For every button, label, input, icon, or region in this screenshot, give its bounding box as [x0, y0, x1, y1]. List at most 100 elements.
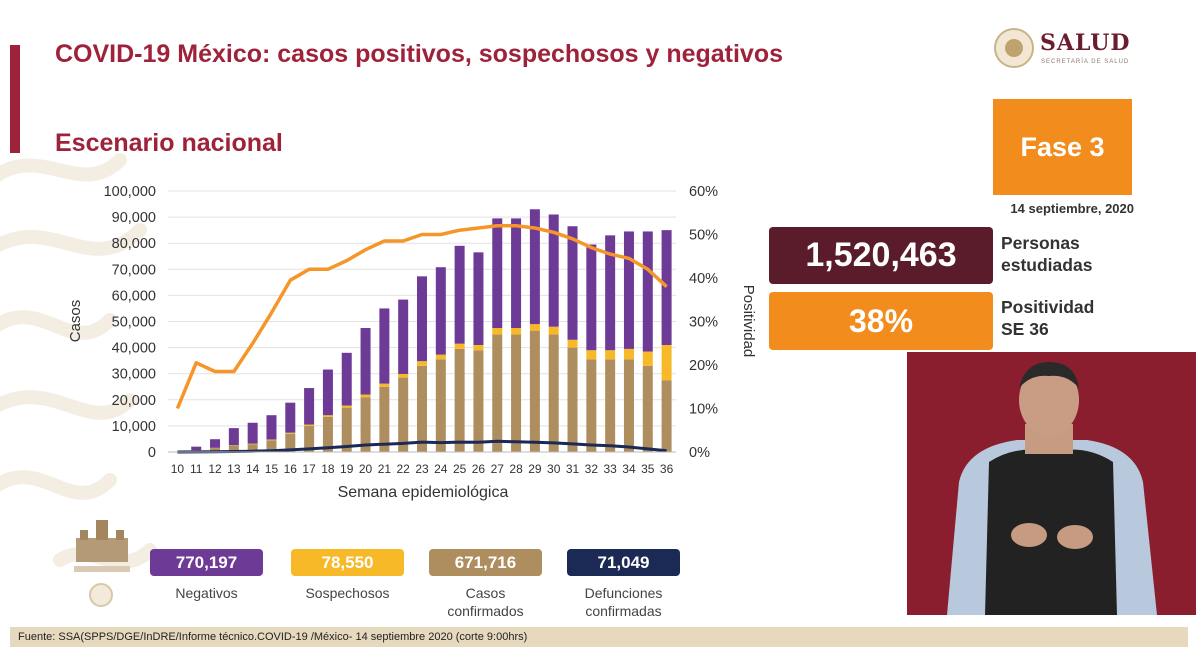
- bar-negativos: [360, 328, 371, 395]
- bar-confirmados: [285, 433, 296, 452]
- x-tick-label: 10: [171, 462, 185, 476]
- phase-badge: Fase 3: [993, 99, 1132, 195]
- studied-label: Personas estudiadas: [1001, 232, 1092, 276]
- bar-sospechosos: [623, 348, 634, 360]
- legend-defunciones-value: 71,049: [567, 549, 680, 576]
- seal-icon: [994, 28, 1034, 68]
- bar-sospechosos: [379, 383, 390, 387]
- x-tick-label: 29: [528, 462, 542, 476]
- building-emblem-icon: [74, 520, 130, 572]
- bar-negativos: [623, 231, 634, 349]
- legend-confirmados-line-2: confirmados: [447, 603, 524, 619]
- legend-sospechosos-value: 78,550: [291, 549, 404, 576]
- bar-sospechosos: [285, 432, 296, 434]
- legend-defunciones-line-2: confirmadas: [585, 603, 662, 619]
- bar-sospechosos: [661, 344, 672, 381]
- source-footer: Fuente: SSA(SPPS/DGE/InDRE/Informe técni…: [10, 627, 1188, 647]
- line-positividad: [175, 224, 668, 410]
- bar-sospechosos: [605, 350, 616, 360]
- y2-tick-label: 50%: [689, 228, 718, 244]
- y2-tick-label: 10%: [689, 402, 718, 418]
- bar-negativos: [379, 308, 390, 384]
- x-tick-label: 32: [585, 462, 599, 476]
- y-tick-label: 60,000: [112, 288, 156, 304]
- bar-confirmados: [435, 359, 446, 452]
- x-axis-title: Semana epidemiológica: [338, 484, 509, 501]
- legend-negativos-label: Negativos: [175, 585, 238, 601]
- bar-confirmados: [529, 330, 540, 452]
- studied-label-line-1: Personas: [1001, 233, 1080, 253]
- bar-confirmados: [473, 350, 484, 452]
- bar-negativos: [661, 230, 672, 345]
- bar-confirmados: [379, 386, 390, 452]
- bar-confirmados: [417, 365, 427, 452]
- bar-negativos: [642, 231, 653, 352]
- positivity-label-line-2: SE 36: [1001, 319, 1049, 339]
- x-tick-label: 34: [622, 462, 636, 476]
- bar-negativos: [228, 428, 239, 446]
- bar-confirmados: [266, 440, 277, 452]
- bar-sospechosos: [266, 439, 277, 441]
- line-defunciones: [177, 439, 667, 454]
- bar-sospechosos: [247, 443, 258, 445]
- phase-date: 14 septiembre, 2020: [1010, 201, 1134, 216]
- bar-sospechosos: [473, 344, 484, 351]
- bar-negativos: [492, 218, 503, 329]
- medal-icon: [89, 583, 113, 607]
- bar-sospechosos: [529, 324, 540, 331]
- bar-negativos: [285, 402, 296, 433]
- x-tick-label: 17: [302, 462, 316, 476]
- y-tick-label: 100,000: [104, 184, 156, 200]
- bar-sospechosos: [586, 350, 597, 360]
- bar-negativos: [322, 369, 333, 416]
- legend-defunciones-label: Defunciones confirmadas: [557, 584, 690, 620]
- bar-sospechosos: [360, 394, 371, 398]
- bar-confirmados: [567, 347, 578, 452]
- x-tick-label: 15: [265, 462, 279, 476]
- bar-negativos: [529, 209, 540, 325]
- bar-negativos: [341, 352, 352, 406]
- logo-subtitle: SECRETARÍA DE SALUD: [1041, 59, 1130, 65]
- bar-confirmados: [605, 359, 616, 452]
- y-tick-label: 50,000: [112, 315, 156, 331]
- bar-negativos: [304, 388, 315, 425]
- bar-sospechosos: [322, 415, 333, 417]
- x-tick-label: 14: [246, 462, 260, 476]
- legend-confirmados-value: 671,716: [429, 549, 542, 576]
- bar-confirmados: [548, 334, 559, 452]
- bar-sospechosos: [341, 405, 352, 408]
- x-tick-label: 33: [603, 462, 617, 476]
- legend-confirmados-label: Casos confirmados: [419, 584, 552, 620]
- bar-negativos: [191, 446, 202, 451]
- bar-negativos: [548, 214, 559, 327]
- bar-confirmados: [247, 444, 258, 452]
- positivity-label: Positividad SE 36: [1001, 296, 1094, 340]
- y2-tick-label: 60%: [689, 184, 718, 200]
- x-tick-label: 23: [415, 462, 429, 476]
- bar-confirmados: [304, 425, 315, 452]
- bar-negativos: [473, 252, 484, 345]
- salud-logo: SALUD SECRETARÍA DE SALUD: [994, 28, 1144, 72]
- y-tick-label: 0: [148, 445, 156, 461]
- bar-negativos: [210, 439, 221, 448]
- y2-tick-label: 30%: [689, 315, 718, 331]
- studied-count: 1,520,463: [769, 227, 993, 284]
- bar-sospechosos: [548, 326, 559, 335]
- bar-confirmados: [623, 359, 634, 452]
- x-tick-label: 28: [509, 462, 523, 476]
- interpreter-figure: [907, 352, 1196, 615]
- x-tick-label: 16: [284, 462, 298, 476]
- bar-sospechosos: [304, 424, 315, 426]
- bar-negativos: [435, 267, 446, 355]
- page-title: COVID-19 México: casos positivos, sospec…: [55, 40, 784, 68]
- y2-tick-label: 40%: [689, 271, 718, 287]
- x-tick-label: 11: [190, 462, 203, 476]
- bar-negativos: [511, 218, 522, 329]
- y-tick-label: 20,000: [112, 393, 156, 409]
- logo-name: SALUD: [1040, 30, 1131, 56]
- accent-bar: [10, 45, 20, 153]
- x-tick-label: 26: [472, 462, 486, 476]
- studied-label-line-2: estudiadas: [1001, 255, 1093, 275]
- x-tick-label: 12: [208, 462, 222, 476]
